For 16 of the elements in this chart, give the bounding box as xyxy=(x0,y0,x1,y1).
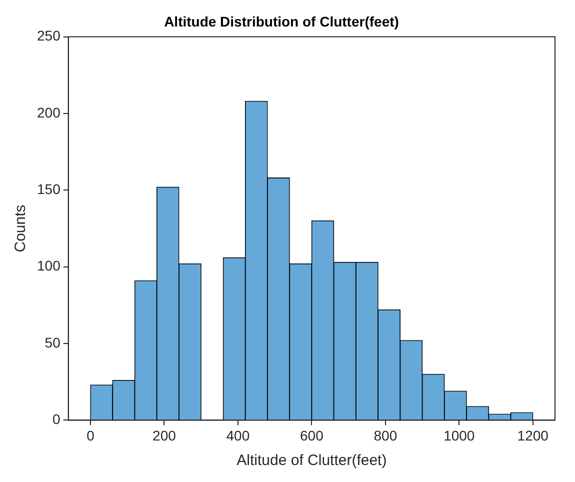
x-tick-label: 200 xyxy=(152,427,176,444)
x-tick-label: 1200 xyxy=(517,427,549,444)
y-tick-label: 0 xyxy=(52,411,61,428)
y-tick-label: 200 xyxy=(37,104,61,120)
x-axis-title: Altitude of Clutter(feet) xyxy=(236,452,387,470)
x-tick-label: 600 xyxy=(300,427,324,444)
y-axis-title: Counts xyxy=(12,204,30,252)
y-tick-label: 150 xyxy=(37,181,61,198)
y-tick-label: 250 xyxy=(37,28,61,44)
chart-title: Altitude Distribution of Clutter(feet) xyxy=(164,13,399,30)
x-tick-label: 400 xyxy=(226,427,250,444)
x-tick-label: 800 xyxy=(374,427,398,444)
y-tick-label: 50 xyxy=(44,334,61,350)
y-tick-label: 100 xyxy=(37,258,61,274)
x-tick-label: 1000 xyxy=(444,427,475,444)
x-tick-label: 0 xyxy=(86,427,95,444)
